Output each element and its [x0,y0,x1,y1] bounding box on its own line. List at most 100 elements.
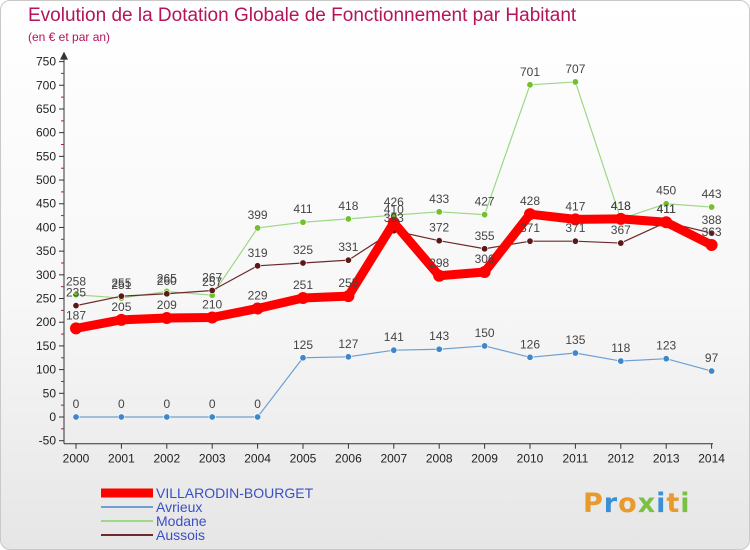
data-label-villarodin-bourget: 187 [66,308,86,322]
data-label-avrieux: 0 [118,397,125,411]
y-axis-arrow [60,51,68,60]
data-label-villarodin-bourget: 229 [248,288,268,302]
series-line-avrieux [75,345,713,418]
data-label-avrieux: 135 [565,333,585,347]
series-point-modane [435,208,443,216]
series-point-modane [662,200,670,208]
series-point-avrieux [208,413,216,421]
x-tick-label: 2007 [380,452,407,466]
data-label-avrieux: 125 [293,338,313,352]
data-label-aussois: 372 [429,221,449,235]
data-label-villarodin-bourget: 411 [657,202,676,216]
data-label-aussois: 325 [293,243,313,257]
logo-letter: P [583,488,604,519]
data-label-avrieux: 0 [163,397,170,411]
y-tick-label: 650 [36,102,56,116]
x-tick-label: 2003 [199,452,226,466]
data-label-aussois: 393 [384,211,404,225]
y-tick-label: 0 [49,410,56,424]
x-tick-label: 2002 [153,452,180,466]
legend-swatch-modane [101,520,153,522]
series-point-aussois [299,259,307,267]
data-label-villarodin-bourget: 428 [520,194,540,208]
series-point-aussois [254,262,262,270]
data-label-modane: 265 [157,271,177,285]
data-label-aussois: 235 [66,286,86,300]
x-tick-label: 2001 [108,452,135,466]
legend-swatch-aussois [101,534,153,536]
series-point-villarodin-bourget [297,292,309,305]
legend-swatch-avrieux [101,506,153,508]
series-point-villarodin-bourget [115,313,128,326]
x-tick-label: 2006 [335,452,362,466]
data-label-aussois: 355 [475,229,495,243]
series-point-avrieux [526,353,534,361]
y-tick-label: 150 [36,339,56,353]
data-label-aussois: 371 [565,221,585,235]
data-label-modane: 251 [111,278,131,292]
series-point-villarodin-bourget [660,216,673,229]
data-label-avrieux: 0 [73,397,80,411]
series-point-villarodin-bourget [524,208,536,221]
series-point-avrieux [708,367,716,375]
data-label-aussois: 255 [111,276,131,290]
x-tick-label: 2014 [698,452,725,466]
data-label-modane: 399 [248,208,268,222]
data-label-avrieux: 97 [705,351,719,365]
data-label-aussois: 371 [520,221,540,235]
y-tick-label: 600 [36,126,56,140]
series-point-aussois [435,237,443,245]
data-label-modane: 707 [565,62,585,76]
data-label-villarodin-bourget: 205 [111,300,131,314]
axes: -50 0 50 100 150 200 250 300 350 400 450 500 550 600 6… [36,51,725,466]
chart-subtitle: (en € et par an) [28,30,111,44]
data-label-modane: 418 [338,199,358,213]
series-point-avrieux [481,342,489,350]
series-point-modane [254,224,262,232]
series-line-modane [75,81,713,299]
series-point-avrieux [662,355,670,363]
series-point-villarodin-bourget [206,311,219,324]
y-tick-label: 200 [36,315,56,329]
series-point-aussois [72,302,80,310]
y-tick-label: 250 [36,292,56,306]
series-point-villarodin-bourget [569,213,582,226]
data-label-villarodin-bourget: 363 [702,225,722,239]
x-tick-label: 2013 [653,452,680,466]
series-point-villarodin-bourget [614,212,627,225]
series-point-aussois [117,292,125,300]
legend-label: Aussois [156,527,206,543]
data-label-avrieux: 143 [429,329,449,343]
legend-label: VILLARODIN-BOURGET [156,485,314,501]
legend-label: Modane [156,513,207,529]
data-label-villarodin-bourget: 251 [293,278,313,292]
y-tick-label: -50 [39,434,57,448]
series-point-aussois [344,256,352,264]
x-tick-label: 2000 [63,452,90,466]
y-tick-label: 450 [36,197,56,211]
data-label-villarodin-bourget: 417 [565,199,585,213]
y-tick-label: 300 [36,268,56,282]
data-label-aussois: 260 [157,274,177,288]
series-point-avrieux [617,357,625,365]
logo-letter: i [656,488,667,519]
series-point-avrieux [117,413,125,421]
data-label-villarodin-bourget: 410 [384,203,404,217]
data-label-modane: 427 [475,195,495,209]
data-label-avrieux: 118 [611,341,630,355]
series-point-avrieux [72,413,80,421]
data-label-avrieux: 123 [656,339,676,353]
series-point-villarodin-bourget [342,290,355,303]
series-point-villarodin-bourget [70,322,82,335]
chart-title: Evolution de la Dotation Globale de Fonc… [28,5,577,26]
data-label-modane: 433 [429,192,449,206]
series-point-avrieux [571,349,579,357]
data-label-villarodin-bourget: 418 [611,199,631,213]
series-point-villarodin-bourget [705,238,718,251]
data-label-avrieux: 150 [475,326,495,340]
data-label-aussois: 319 [248,246,268,260]
series-point-villarodin-bourget [251,302,264,315]
